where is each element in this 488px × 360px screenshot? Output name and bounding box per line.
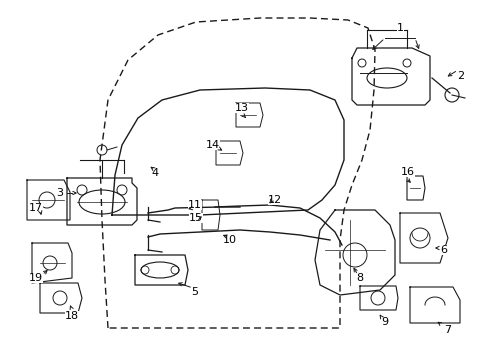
Text: 5: 5	[191, 287, 198, 297]
Text: 4: 4	[151, 168, 158, 178]
Text: 8: 8	[356, 273, 363, 283]
Text: 14: 14	[205, 140, 220, 150]
Text: 2: 2	[456, 71, 464, 81]
Text: 17: 17	[29, 203, 43, 213]
Text: 9: 9	[381, 317, 388, 327]
Text: 7: 7	[444, 325, 450, 335]
Text: 13: 13	[235, 103, 248, 113]
Text: 12: 12	[267, 195, 282, 205]
Text: 18: 18	[65, 311, 79, 321]
Text: 10: 10	[223, 235, 237, 245]
Text: 3: 3	[57, 188, 63, 198]
Text: 15: 15	[189, 213, 203, 223]
Text: 11: 11	[187, 200, 202, 210]
Text: 16: 16	[400, 167, 414, 177]
Text: 6: 6	[440, 245, 447, 255]
Text: 19: 19	[29, 273, 43, 283]
Text: 1: 1	[396, 23, 403, 33]
